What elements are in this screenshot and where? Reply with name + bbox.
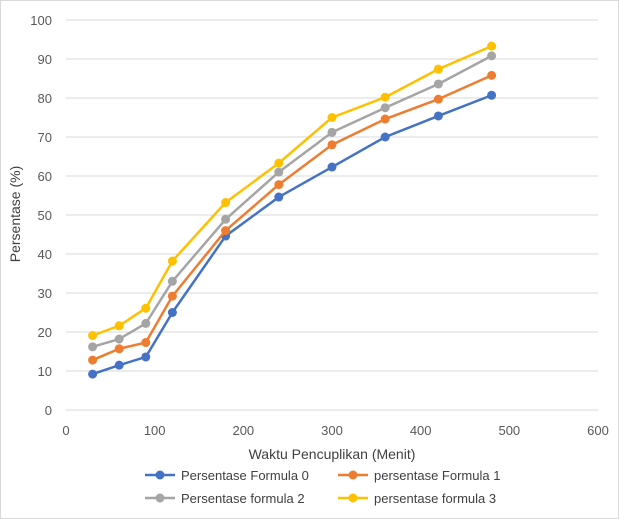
- data-point: [380, 114, 390, 124]
- legend-label: persentase Formula 1: [374, 468, 500, 483]
- data-point: [167, 291, 177, 301]
- series-2: [88, 51, 497, 352]
- data-point: [274, 180, 284, 190]
- data-point: [487, 90, 497, 100]
- data-point: [167, 256, 177, 266]
- x-tick-label: 400: [410, 423, 432, 438]
- data-point: [221, 214, 231, 224]
- legend-label: Persentase Formula 0: [181, 468, 309, 483]
- x-tick-label: 300: [321, 423, 343, 438]
- data-point: [88, 355, 98, 365]
- data-point: [88, 342, 98, 352]
- data-point: [380, 103, 390, 113]
- legend-label: persentase formula 3: [374, 491, 496, 506]
- y-axis-title: Persentase (%): [7, 166, 23, 262]
- legend-marker: [155, 493, 165, 503]
- data-point: [327, 162, 337, 172]
- data-point: [167, 276, 177, 286]
- data-point: [327, 113, 337, 122]
- y-tick-label: 80: [38, 91, 52, 106]
- series-line: [92, 94, 493, 376]
- data-point: [114, 360, 124, 370]
- y-tick-label: 40: [38, 247, 52, 262]
- legend-marker: [348, 470, 358, 480]
- legend-item: persentase Formula 1: [338, 468, 500, 483]
- series-line: [92, 54, 493, 349]
- x-tick-label: 500: [498, 423, 520, 438]
- data-point: [141, 318, 151, 328]
- x-tick-label: 100: [144, 423, 166, 438]
- data-point: [221, 226, 231, 236]
- data-point: [380, 132, 390, 142]
- data-point: [487, 70, 497, 80]
- data-point: [274, 192, 284, 202]
- x-tick-labels: 0 100 200 300 400 500 600: [62, 423, 608, 438]
- data-point: [380, 92, 390, 102]
- data-point: [327, 127, 337, 137]
- legend-marker: [155, 470, 165, 480]
- series-line: [92, 74, 493, 362]
- y-tick-label: 100: [30, 13, 52, 28]
- data-point: [274, 167, 284, 177]
- data-point: [433, 111, 443, 121]
- x-tick-label: 0: [62, 423, 69, 438]
- y-tick-label: 0: [45, 403, 52, 418]
- data-point: [114, 321, 124, 331]
- series-1: [88, 70, 497, 365]
- legend-item: Persentase Formula 0: [145, 468, 309, 483]
- data-point: [487, 51, 497, 61]
- data-point: [88, 331, 98, 341]
- y-tick-label: 10: [38, 364, 52, 379]
- data-point: [433, 79, 443, 89]
- legend-marker: [348, 493, 358, 503]
- y-tick-label: 20: [38, 325, 52, 340]
- y-tick-label: 30: [38, 286, 52, 301]
- legend-label: Persentase formula 2: [181, 491, 305, 506]
- y-tick-label: 90: [38, 52, 52, 67]
- data-point: [274, 158, 284, 168]
- y-tick-label: 60: [38, 169, 52, 184]
- data-point: [221, 198, 231, 208]
- gridlines: [66, 19, 598, 411]
- data-point: [487, 41, 497, 51]
- x-tick-label: 200: [232, 423, 254, 438]
- data-point: [141, 303, 151, 313]
- data-point: [327, 140, 337, 150]
- series-group: [88, 41, 497, 379]
- series-line: [92, 44, 493, 337]
- data-point: [141, 338, 151, 348]
- x-tick-label: 600: [587, 423, 609, 438]
- legend: Persentase Formula 0 persentase Formula 1…: [145, 468, 500, 506]
- legend-item: Persentase formula 2: [145, 491, 305, 506]
- x-axis-title: Waktu Pencuplikan (Menit): [249, 446, 416, 462]
- data-point: [88, 369, 98, 379]
- y-tick-labels: 0 10 20 30 40 50 60 70 80 90 100: [30, 13, 52, 418]
- series-0: [88, 90, 497, 379]
- data-point: [433, 64, 443, 74]
- series-3: [88, 41, 497, 341]
- y-tick-label: 70: [38, 130, 52, 145]
- data-point: [114, 334, 124, 344]
- data-point: [141, 352, 151, 362]
- data-point: [114, 344, 124, 354]
- data-point: [433, 94, 443, 104]
- data-point: [167, 308, 177, 317]
- y-tick-label: 50: [38, 208, 52, 223]
- legend-item: persentase formula 3: [338, 491, 496, 506]
